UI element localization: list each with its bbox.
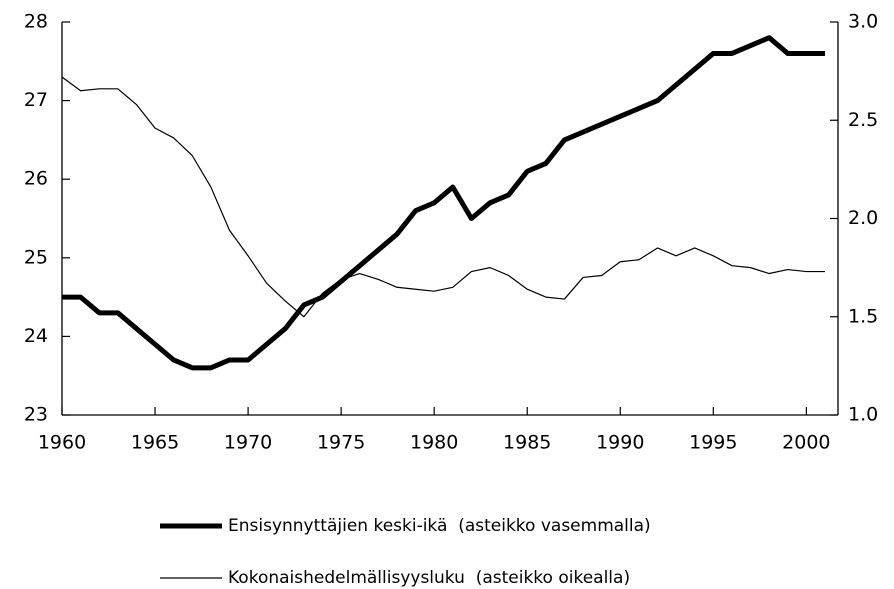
x-tick-label: 1980 (410, 432, 458, 454)
y-tick-label: 27 (24, 89, 48, 111)
x-tick-label: 2000 (782, 432, 830, 454)
y-tick-label: 26 (24, 168, 48, 190)
y2-tick-label: 3.0 (848, 11, 878, 33)
y2-tick-label: 1.0 (848, 404, 878, 426)
y-tick-label: 24 (24, 325, 48, 347)
x-tick-label: 1965 (131, 432, 179, 454)
series-line (62, 35, 825, 371)
x-tick-label: 1960 (38, 432, 86, 454)
y-tick-label: 28 (24, 11, 48, 33)
y2-tick-label: 2.0 (848, 207, 878, 229)
x-tick-label: 1970 (224, 432, 272, 454)
series-line (61, 76, 825, 318)
legend-label: Kokonaishedelmällisyysluku (asteikko oik… (228, 568, 630, 588)
y2-tick-label: 1.5 (848, 305, 878, 327)
y-tick-label: 23 (24, 404, 48, 426)
x-tick-label: 1985 (503, 432, 551, 454)
x-tick-label: 1975 (317, 432, 365, 454)
y2-tick-label: 2.5 (848, 109, 878, 131)
x-tick-label: 1995 (689, 432, 737, 454)
legend-label: Ensisynnyttäjien keski-ikä (asteikko vas… (228, 516, 651, 536)
x-tick-label: 1990 (596, 432, 644, 454)
y-tick-label: 25 (24, 246, 48, 268)
